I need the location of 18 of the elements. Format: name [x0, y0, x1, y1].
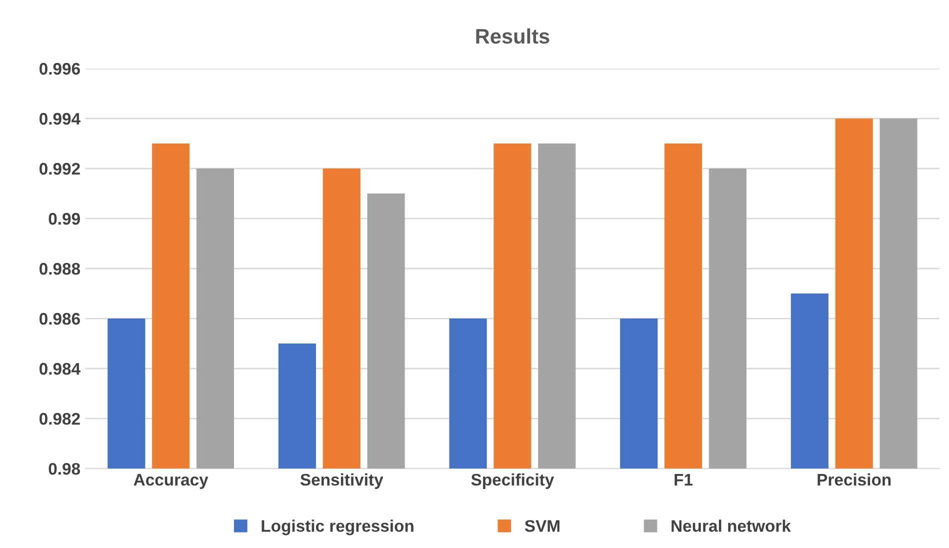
y-tick-label: 0.99: [48, 212, 80, 225]
legend-label: SVM: [524, 520, 560, 532]
x-tick-label: Specificity: [471, 473, 554, 489]
y-tick-label: 0.996: [40, 62, 80, 75]
y-tick-label: 0.992: [40, 162, 80, 175]
y-tick-label: 0.986: [40, 312, 80, 325]
y-tick-label: 0.982: [40, 412, 80, 425]
x-tick-label: Accuracy: [134, 474, 208, 489]
y-tick-label: 0.988: [40, 262, 80, 275]
y-tick-label: 0.994: [40, 112, 80, 125]
x-tick-label: F1: [674, 474, 693, 486]
y-tick-label: 0.98: [48, 462, 80, 475]
legend-label: Neural network: [672, 520, 791, 532]
chart-title: Results: [476, 28, 550, 44]
x-tick-label: Precision: [818, 473, 891, 486]
x-tick-label: Sensitivity: [300, 473, 384, 489]
y-tick-label: 0.984: [40, 362, 80, 375]
legend-label: Logistic regression: [262, 520, 414, 536]
